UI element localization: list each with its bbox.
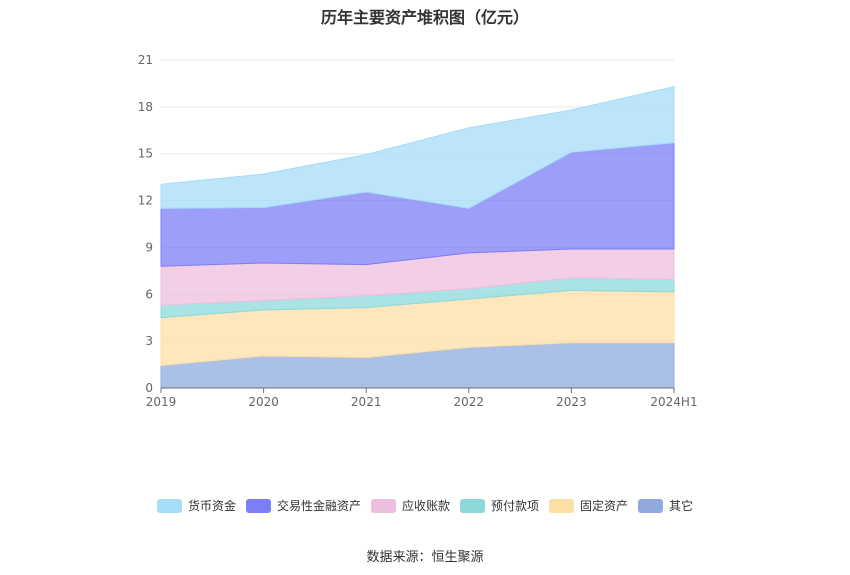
legend-label: 预付款项 [491,499,540,513]
y-tick-label: 21 [138,53,153,67]
legend-label: 固定资产 [580,499,629,513]
chart-legend: 货币资金 交易性金融资产 应收账款 预付款项 固定资产 其它 [0,497,850,514]
legend-swatch [549,498,575,513]
axes: 0 3 6 9 12 15 18 21 2019 2020 2021 2022 2023 2024H1 [138,53,698,409]
y-tick-label: 9 [145,240,153,254]
y-tick-label: 6 [145,287,153,301]
legend-label: 应收账款 [401,499,450,513]
y-tick-label: 0 [145,381,153,395]
legend-label: 其它 [669,499,694,513]
legend-item[interactable]: 其它 [638,497,693,514]
x-tick-label: 2021 [351,395,382,409]
area-货币资金[interactable] [160,85,675,209]
data-source-note: 数据来源：恒生聚源 [366,550,484,565]
y-tick-label: 3 [145,334,153,348]
x-tick-label: 2019 [146,395,177,409]
x-tick-label: 2022 [454,395,485,409]
area-series [160,85,675,389]
legend-swatch [460,498,485,513]
legend-swatch [156,498,182,513]
legend-swatch [638,498,664,513]
legend-item[interactable]: 预付款项 [460,497,539,514]
x-tick-label: 2023 [556,395,587,409]
legend-item[interactable]: 应收账款 [370,497,450,514]
x-tick-label: 2020 [248,395,279,409]
legend-label: 货币资金 [187,499,236,513]
y-tick-label: 18 [138,100,153,114]
legend-label: 交易性金融资产 [276,499,361,513]
x-tick-label: 2024H1 [650,395,697,409]
legend-item[interactable]: 货币资金 [156,497,236,514]
y-tick-label: 15 [138,147,153,161]
legend-swatch [370,498,396,513]
legend-swatch [245,498,271,513]
legend-item[interactable]: 固定资产 [549,497,628,514]
y-tick-label: 12 [138,194,153,208]
legend-item[interactable]: 交易性金融资产 [245,497,361,514]
chart-title: 历年主要资产堆积图（亿元） [320,8,529,27]
stacked-area-chart: 0 3 6 9 12 15 18 21 2019 2020 2021 2022 2023 2024H1 [138,53,698,409]
